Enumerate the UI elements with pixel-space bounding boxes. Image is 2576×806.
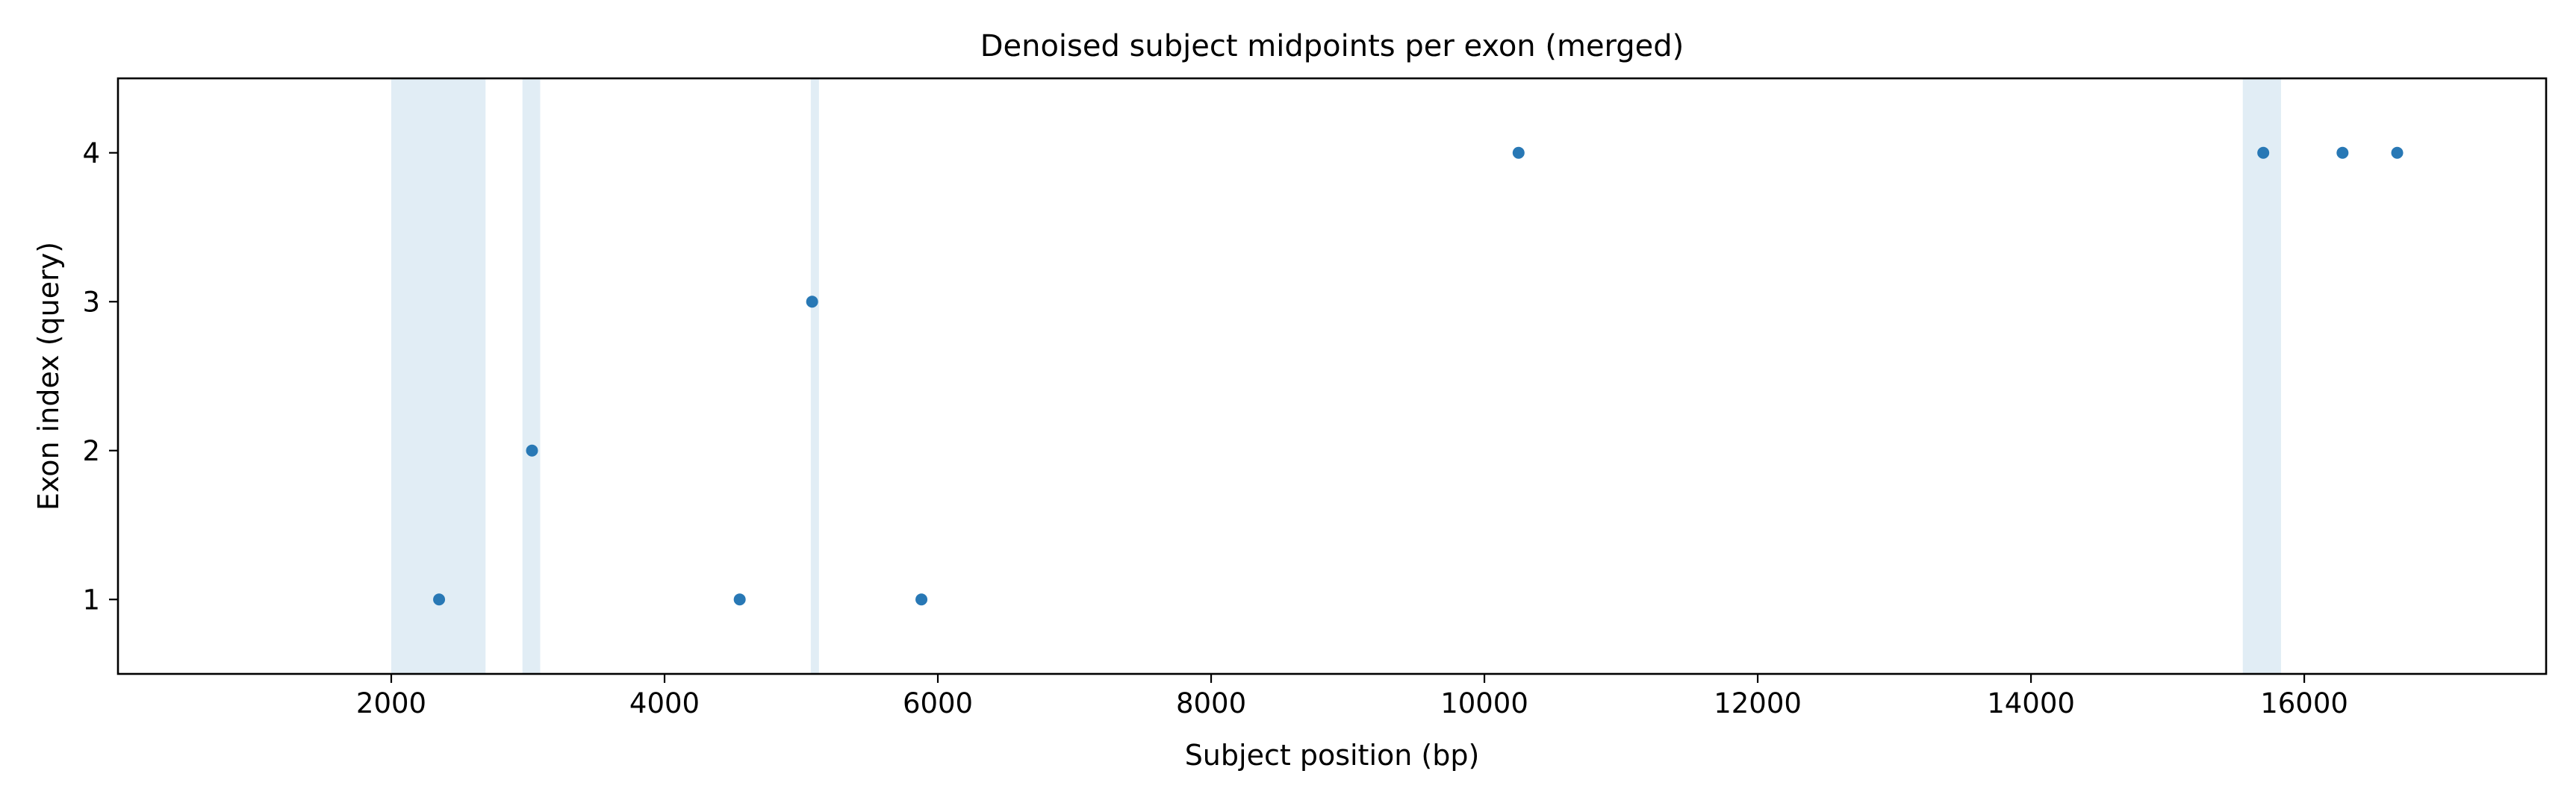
shaded-span-2 bbox=[522, 78, 541, 674]
data-point-6 bbox=[1512, 146, 1525, 159]
data-point-8 bbox=[2336, 146, 2349, 159]
x-tick-label-2000: 2000 bbox=[356, 687, 426, 719]
x-tick-label-14000: 14000 bbox=[1987, 687, 2075, 719]
data-points bbox=[433, 146, 2404, 606]
y-tick-label-2: 2 bbox=[82, 435, 100, 467]
chart-title: Denoised subject midpoints per exon (mer… bbox=[980, 29, 1684, 63]
shaded-span-4 bbox=[2242, 78, 2281, 674]
data-point-1 bbox=[433, 593, 446, 606]
data-point-3 bbox=[733, 593, 746, 606]
y-tick-label-1: 1 bbox=[82, 584, 100, 616]
x-axis: 2000 4000 6000 8000 10000 12000 14000 16000 bbox=[356, 674, 2348, 719]
shaded-span-3 bbox=[810, 78, 819, 674]
x-axis-label: Subject position (bp) bbox=[1185, 739, 1480, 772]
data-point-5 bbox=[915, 593, 928, 606]
x-tick-label-6000: 6000 bbox=[903, 687, 973, 719]
x-tick-label-12000: 12000 bbox=[1714, 687, 1802, 719]
data-point-9 bbox=[2391, 146, 2404, 159]
data-point-7 bbox=[2257, 146, 2270, 159]
x-tick-label-16000: 16000 bbox=[2260, 687, 2348, 719]
plot-frame bbox=[116, 77, 2548, 675]
y-axis: 1 2 3 4 bbox=[82, 137, 118, 616]
x-tick-label-10000: 10000 bbox=[1440, 687, 1528, 719]
shaded-spans bbox=[391, 78, 2281, 674]
data-point-4 bbox=[806, 296, 818, 308]
y-tick-label-4: 4 bbox=[82, 137, 100, 169]
data-point-2 bbox=[526, 444, 538, 457]
x-tick-label-4000: 4000 bbox=[629, 687, 700, 719]
x-tick-label-8000: 8000 bbox=[1176, 687, 1246, 719]
shaded-span-1 bbox=[391, 78, 486, 674]
y-axis-label: Exon index (query) bbox=[32, 242, 65, 510]
y-tick-label-3: 3 bbox=[82, 286, 100, 318]
